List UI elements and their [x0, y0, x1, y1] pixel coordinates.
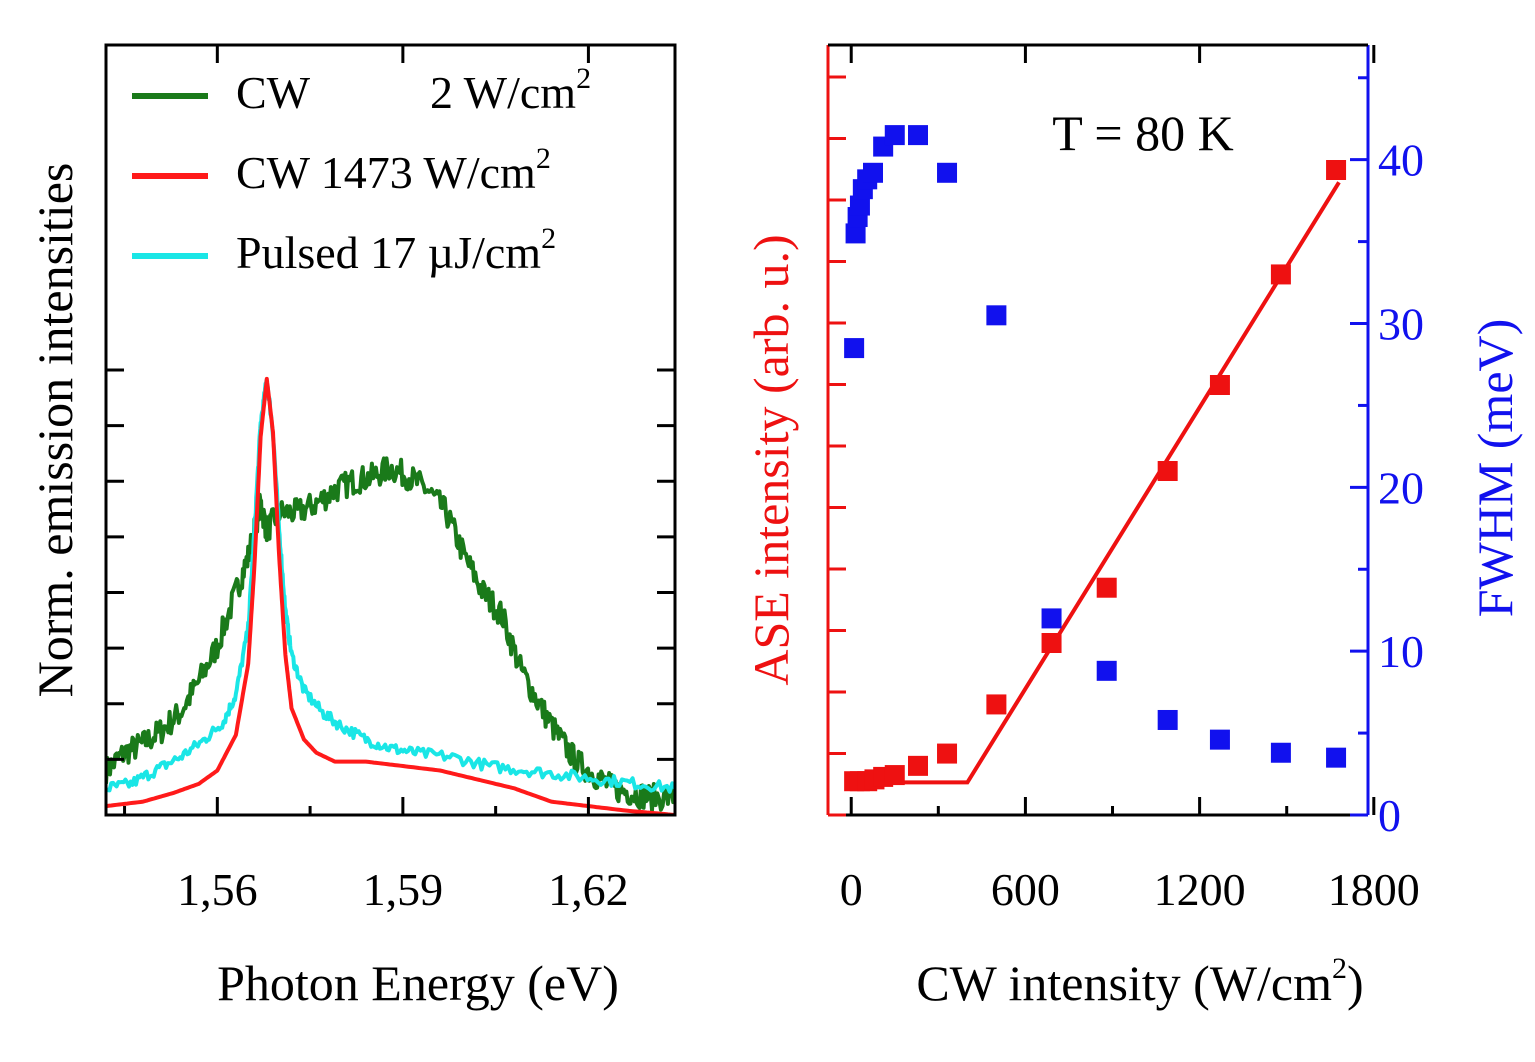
- fwhm-point: [845, 223, 866, 244]
- series-line-1: [106, 376, 675, 815]
- right-panel-ase: 0 600 1200 1800 0 10 20 30 40 CW intensity (W/c…: [743, 43, 1523, 1011]
- ase-point: [1209, 375, 1230, 395]
- fwhm-point: [1157, 709, 1178, 730]
- fwhm-tick-label: 20: [1378, 462, 1424, 513]
- x-tick-label: 600: [991, 864, 1060, 915]
- fwhm-point: [1326, 747, 1347, 768]
- ase-point: [1270, 264, 1291, 285]
- fwhm-tick-labels: 0 10 20 30 40: [1378, 135, 1424, 841]
- right-ticks: [828, 45, 1376, 817]
- fwhm-y-axis-title: FWHM (meV): [1467, 319, 1523, 618]
- fwhm-point: [1209, 729, 1230, 750]
- fwhm-point: [844, 338, 865, 359]
- fwhm-tick-label: 10: [1378, 626, 1424, 677]
- fwhm-point: [908, 125, 928, 146]
- left-x-tick-labels: 1,56 1,59 1,62: [177, 864, 629, 915]
- ase-fit-line: [851, 181, 1341, 785]
- x-tick-label: 1,56: [177, 864, 258, 915]
- ase-point: [986, 694, 1007, 715]
- fwhm-point: [937, 162, 958, 183]
- right-x-axis-title: CW intensity (W/cm2): [916, 952, 1363, 1011]
- left-x-axis-title: Photon Energy (eV): [217, 955, 619, 1011]
- right-x-tick-labels: 0 600 1200 1800: [840, 864, 1420, 915]
- series-line-0: [106, 456, 675, 813]
- fwhm-tick-label: 30: [1378, 299, 1424, 350]
- fwhm-point: [884, 125, 905, 146]
- legend-label: Pulsed 17 µJ/cm2: [236, 222, 556, 278]
- ase-point: [908, 755, 928, 776]
- x-tick-label: 1,59: [363, 864, 444, 915]
- ase-y-axis-title: ASE intensity (arb. u.): [743, 234, 799, 685]
- fwhm-point: [1270, 742, 1291, 763]
- legend-label: CW 1473 W/cm2: [236, 142, 551, 198]
- scatter-points: [844, 125, 1347, 792]
- fwhm-tick-label: 40: [1378, 135, 1424, 186]
- fwhm-point: [1096, 660, 1117, 681]
- x-tick-label: 0: [840, 864, 863, 915]
- left-ticks: [106, 45, 675, 817]
- left-panel-spectra: 1,56 1,59 1,62 Photon Energy (eV) Norm. em…: [27, 43, 677, 1011]
- fwhm-point: [863, 162, 883, 183]
- fwhm-point: [986, 305, 1007, 326]
- legend: CW 2 W/cm2 CW 1473 W/cm2 Pulsed 17 µJ/cm2: [132, 62, 591, 278]
- fwhm-tick-label: 0: [1378, 790, 1401, 841]
- left-y-axis-title: Norm. emission intensities: [27, 163, 83, 698]
- ase-fit: [851, 181, 1341, 785]
- left-plot-frame: [104, 43, 677, 817]
- fwhm-point: [1041, 608, 1062, 629]
- spectra-lines: [106, 376, 675, 815]
- ase-point: [1326, 160, 1347, 180]
- ase-point: [937, 743, 958, 764]
- ase-point: [1096, 577, 1117, 598]
- fwhm-point: [849, 195, 870, 216]
- ase-point: [1041, 633, 1062, 653]
- x-tick-label: 1800: [1328, 864, 1420, 915]
- series-line-2: [106, 378, 675, 794]
- x-tick-label: 1,62: [548, 864, 629, 915]
- legend-label: CW 2 W/cm2: [236, 62, 591, 118]
- ase-point: [884, 765, 905, 786]
- temperature-annotation: T = 80 K: [1052, 105, 1233, 161]
- x-tick-label: 1200: [1154, 864, 1246, 915]
- ase-point: [1157, 461, 1178, 481]
